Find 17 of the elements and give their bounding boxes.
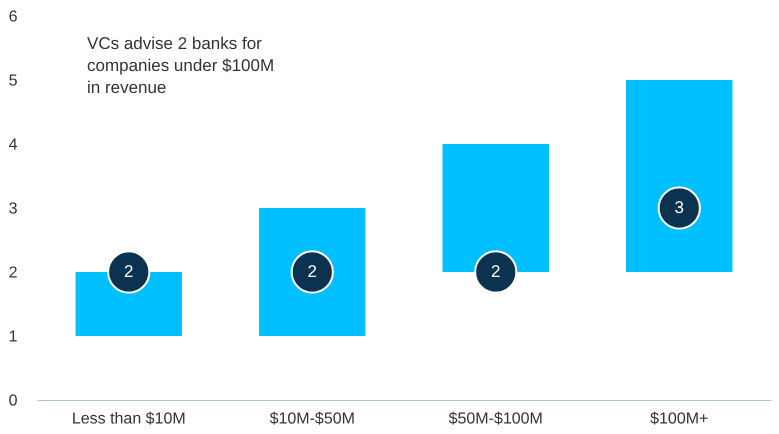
data-label: 2 bbox=[491, 262, 500, 281]
y-tick-label: 0 bbox=[8, 392, 18, 410]
y-tick-label: 2 bbox=[8, 264, 18, 282]
data-label: 2 bbox=[308, 262, 317, 281]
data-label: 3 bbox=[674, 198, 684, 217]
y-tick-label: 6 bbox=[8, 8, 18, 26]
x-tick-label: Less than $10M bbox=[72, 410, 186, 428]
x-tick-label: $50M-$100M bbox=[448, 410, 543, 428]
x-tick-label: $100M+ bbox=[650, 410, 708, 428]
x-tick-label: $10M-$50M bbox=[270, 410, 355, 428]
data-label: 2 bbox=[124, 262, 134, 281]
y-tick-label: 3 bbox=[8, 200, 18, 218]
bar bbox=[626, 80, 732, 272]
y-tick-label: 4 bbox=[8, 136, 18, 154]
y-tick-label: 5 bbox=[8, 72, 18, 90]
y-tick-label: 1 bbox=[8, 328, 18, 346]
annotation: VCs advise 2 banks for companies under $100M in revenue bbox=[87, 34, 274, 97]
